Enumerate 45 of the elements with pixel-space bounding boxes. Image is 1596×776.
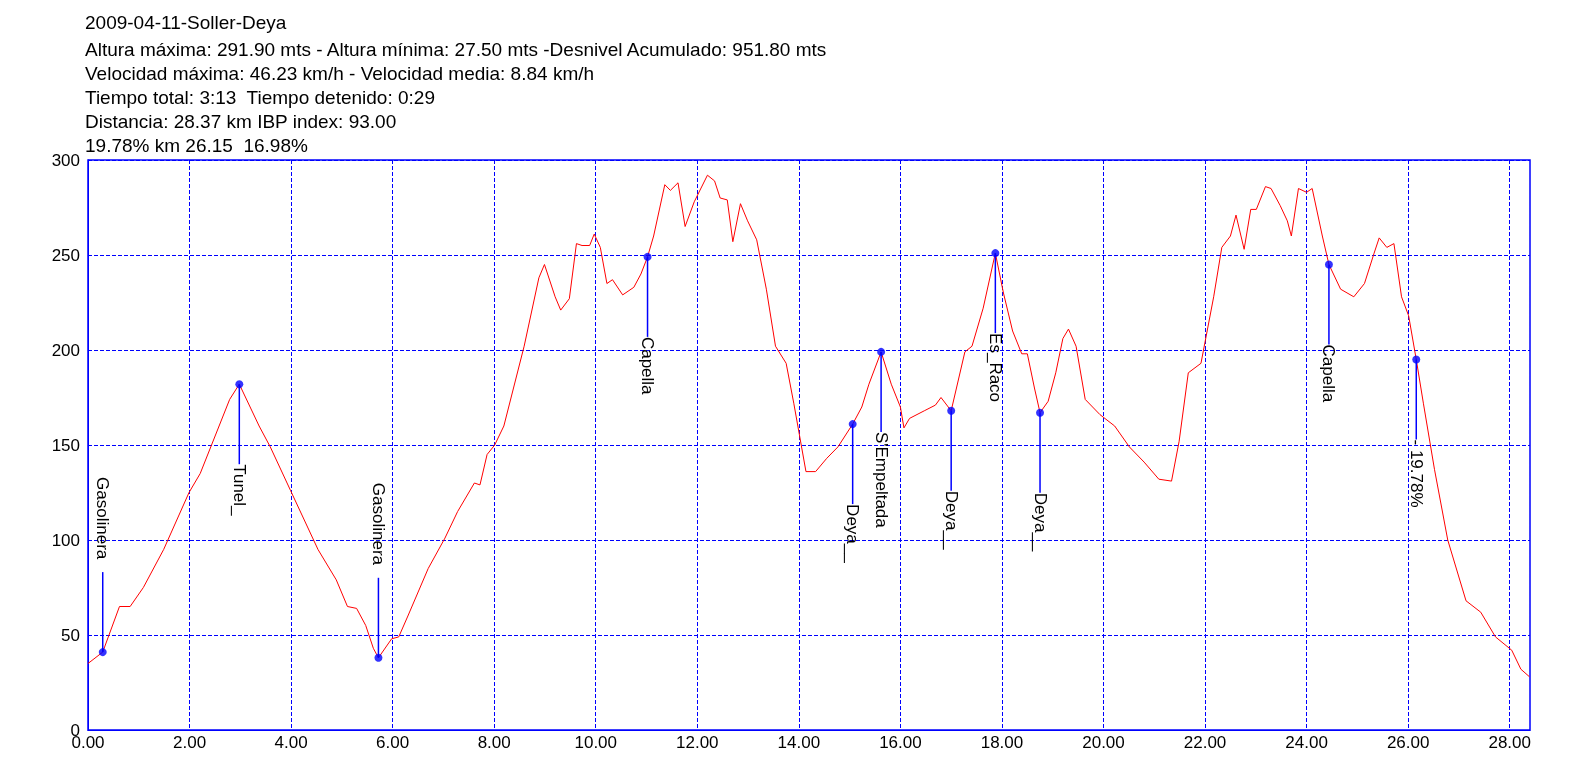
- y-tick-label: 150: [51, 435, 80, 455]
- y-tick-label: 300: [51, 150, 80, 170]
- y-tick-label: 50: [61, 625, 80, 645]
- point: [947, 406, 956, 415]
- y-tick-label: 200: [51, 340, 80, 360]
- annotation: - 19.78%: [1406, 439, 1426, 508]
- point: [1412, 355, 1421, 364]
- point: [991, 249, 1000, 258]
- y-tick-label: 100: [51, 530, 80, 550]
- annotation: Deya__: [1030, 492, 1050, 552]
- annotation: Es_Raco: [985, 333, 1005, 403]
- x-tick-label: 16.00: [879, 733, 922, 752]
- x-tick-label: 20.00: [1082, 733, 1125, 752]
- x-tick-label: 2.00: [173, 733, 207, 752]
- x-tick-label: 4.00: [274, 733, 308, 752]
- point: [1324, 260, 1333, 269]
- annotation: Capella: [1319, 344, 1339, 403]
- annotation: Gasolinera: [93, 477, 113, 560]
- x-tick-label: 12.00: [676, 733, 719, 752]
- x-tick-label: 28.00: [1488, 733, 1531, 752]
- point: [235, 380, 244, 389]
- point: [98, 648, 107, 657]
- annotation: Deya__: [941, 490, 961, 550]
- line-series: [87, 174, 1530, 678]
- annotation: S'Empeltada: [871, 431, 891, 529]
- point: [848, 420, 857, 429]
- annotation: Capella: [638, 336, 658, 396]
- x-tick-label: 8.00: [477, 733, 511, 752]
- point: [643, 252, 652, 261]
- x-tick-label: 14.00: [777, 733, 821, 752]
- x-tick-label: 24.00: [1285, 733, 1328, 752]
- point: [1036, 408, 1045, 417]
- chart-title: 2009-04-11-Soller-Deya: [85, 12, 287, 33]
- y-tick-label: 250: [51, 245, 80, 265]
- point: [877, 347, 886, 356]
- x-tick-label: 26.00: [1386, 733, 1430, 752]
- annotation: Deya__: [843, 504, 863, 564]
- annotation: Gasolinera: [368, 482, 388, 566]
- x-tick-label: 10.00: [574, 733, 618, 752]
- chart-subtitle: Altura máxima: 291.90 mts - Altura mínima: 27.50 mts -Desnivel Acumulado: 951.80 mts Velocidad máxima: 46.23 km/h - Velocidad media: 8.84 km/h Tiempo total: 3:13 Tiempo detenido: 0:29 Distancia: 28.37 km IBP index: 93.00 19.78% km 26.15 16.98%: [85, 38, 827, 156]
- x-tick-label: 18.00: [980, 733, 1024, 752]
- x-tick-label: 22.00: [1183, 733, 1227, 752]
- x-tick-label: 6.00: [376, 733, 410, 752]
- point: [374, 653, 383, 662]
- annotation: Tunel_: [229, 464, 249, 517]
